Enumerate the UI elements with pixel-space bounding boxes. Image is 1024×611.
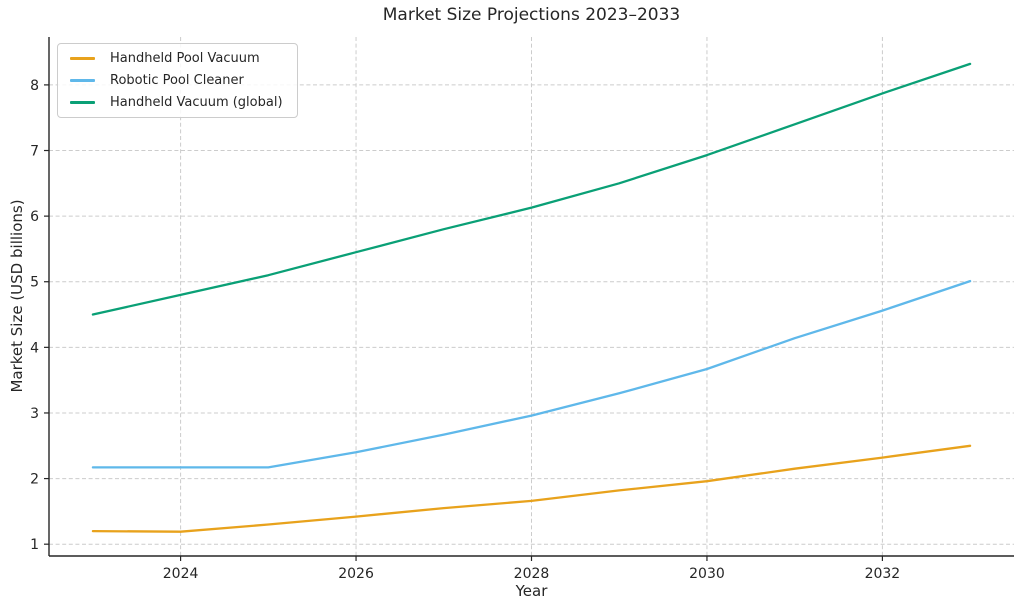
series-line [91, 279, 972, 469]
x-tick-label: 2030 [689, 566, 725, 582]
y-axis-label: Market Size (USD billions) [8, 199, 26, 393]
legend-swatch-icon [70, 57, 95, 61]
legend-item: Handheld Vacuum (global) [66, 91, 289, 113]
y-tick-label: 4 [30, 340, 39, 356]
legend-item: Handheld Pool Vacuum [66, 48, 289, 70]
y-tick-label: 8 [30, 78, 39, 94]
x-tick-label: 2026 [338, 566, 374, 582]
series-line [91, 62, 972, 316]
y-tick-label: 6 [30, 209, 39, 225]
legend-swatch-icon [70, 100, 95, 104]
chart-title: Market Size Projections 2023–2033 [382, 5, 681, 25]
y-tick-label: 3 [30, 406, 39, 422]
y-tick-label: 2 [30, 472, 39, 488]
y-tick-label: 5 [30, 275, 39, 291]
x-tick-label: 2028 [514, 566, 550, 582]
x-tick-label: 2032 [865, 566, 901, 582]
series-line [91, 444, 972, 533]
legend-swatch-icon [70, 79, 95, 82]
x-tick-label: 2024 [163, 566, 199, 582]
legend-item: Robotic Pool Cleaner [66, 70, 289, 92]
x-axis-label: Year [515, 582, 548, 600]
legend-label: Handheld Vacuum (global) [110, 94, 283, 110]
legend-label: Handheld Pool Vacuum [110, 51, 260, 67]
legend: Handheld Pool Vacuum Robotic Pool Cleaner… [57, 43, 298, 118]
y-tick-label: 7 [30, 144, 39, 160]
y-tick-label: 1 [30, 537, 39, 553]
legend-label: Robotic Pool Cleaner [110, 73, 244, 88]
